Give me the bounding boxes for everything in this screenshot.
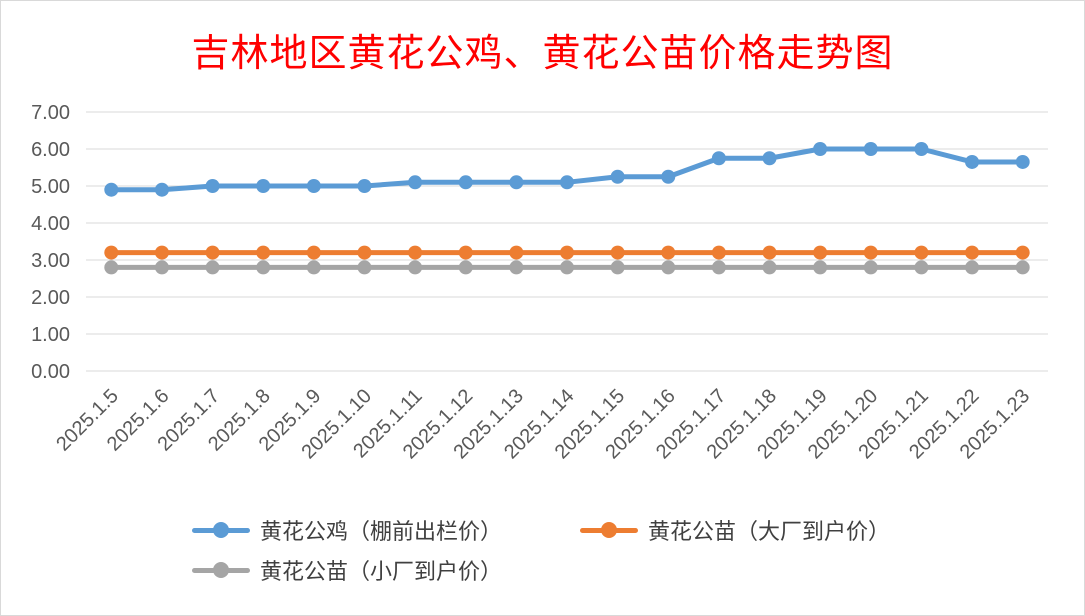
data-point-2: [306, 260, 321, 275]
data-point-0: [863, 142, 878, 156]
data-point-1: [560, 245, 574, 260]
data-point-1: [306, 245, 321, 260]
data-point-1: [914, 245, 929, 260]
data-point-1: [711, 245, 726, 260]
data-point-0: [610, 169, 625, 184]
data-point-1: [154, 245, 169, 260]
data-point-0: [1015, 154, 1030, 169]
y-tick-label: 1.00: [31, 324, 70, 346]
data-point-0: [357, 179, 372, 193]
data-point-0: [458, 175, 473, 190]
data-point-2: [256, 260, 271, 275]
data-point-1: [1015, 245, 1030, 260]
data-point-1: [205, 245, 220, 260]
data-point-1: [610, 245, 625, 260]
data-point-2: [408, 260, 423, 275]
data-point-2: [458, 260, 473, 275]
data-point-2: [863, 260, 878, 275]
data-point-2: [104, 260, 119, 275]
data-point-2: [813, 260, 828, 275]
data-point-2: [965, 260, 980, 275]
data-point-2: [357, 260, 372, 275]
data-point-2: [762, 260, 777, 275]
data-point-2: [205, 260, 220, 275]
data-point-1: [863, 245, 878, 260]
data-point-1: [661, 245, 676, 260]
data-point-0: [205, 179, 220, 193]
data-point-2: [560, 260, 574, 275]
y-tick-label: 7.00: [31, 102, 70, 124]
data-point-0: [762, 151, 777, 166]
data-point-2: [914, 260, 929, 275]
data-point-1: [104, 245, 119, 260]
y-tick-label: 4.00: [31, 213, 70, 235]
data-point-1: [965, 245, 980, 260]
data-point-0: [408, 175, 423, 190]
data-point-0: [306, 179, 321, 193]
data-point-2: [154, 260, 169, 275]
data-point-1: [509, 245, 524, 260]
data-point-2: [610, 260, 625, 275]
y-tick-label: 5.00: [31, 176, 70, 198]
data-point-2: [1015, 260, 1030, 275]
data-point-1: [813, 245, 828, 260]
data-point-1: [357, 245, 372, 260]
y-tick-label: 3.00: [31, 250, 70, 272]
data-point-1: [408, 245, 423, 260]
data-point-0: [256, 179, 271, 193]
data-point-0: [661, 169, 676, 184]
data-point-0: [509, 175, 524, 190]
data-point-0: [560, 175, 574, 190]
data-point-2: [661, 260, 676, 275]
data-point-2: [509, 260, 524, 275]
y-tick-label: 6.00: [31, 139, 70, 161]
data-point-0: [914, 142, 929, 156]
y-tick-label: 2.00: [31, 287, 70, 309]
data-point-0: [711, 151, 726, 166]
data-point-0: [965, 154, 980, 169]
data-point-0: [813, 142, 828, 156]
data-point-1: [762, 245, 777, 260]
data-point-0: [154, 182, 169, 197]
data-point-2: [711, 260, 726, 275]
data-point-1: [256, 245, 271, 260]
data-point-0: [104, 182, 119, 197]
data-point-1: [458, 245, 473, 260]
chart-title: 吉林地区黄花公鸡、黄花公苗价格走势图: [191, 31, 894, 75]
y-tick-label: 0.00: [31, 361, 70, 383]
